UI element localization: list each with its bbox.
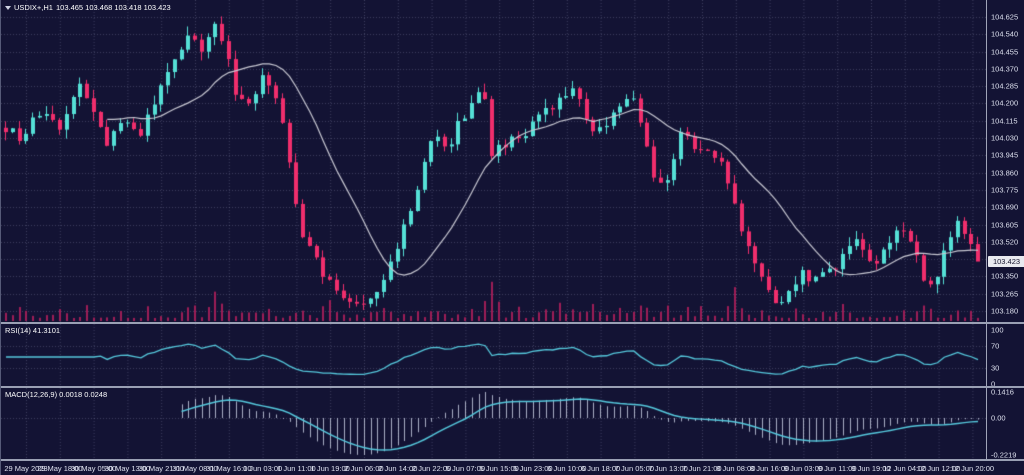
macd-panel: MACD(12,26,9) 0.0018 0.0248 [1, 388, 986, 459]
time-tick-label: 2 Jun 06:00 [344, 464, 384, 473]
price-tick-label: 103.860 [991, 168, 1019, 178]
time-tick-label: 8 Jun 16:00 [749, 464, 790, 473]
price-tick-label: 103.605 [991, 220, 1019, 230]
current-price-box: 103.423 [988, 256, 1024, 268]
price-tick-label: 103.945 [991, 150, 1019, 160]
time-tick-label: 12 Jun 04:00 [883, 464, 927, 473]
macd-tick-label: 0.1416 [991, 387, 1014, 397]
time-tick-label: 12 Jun 12:00 [916, 464, 961, 473]
time-tick-label: 9 Jun 11:00 [817, 464, 857, 473]
rsi-tick-label: 0 [991, 379, 996, 389]
rsi-header: RSI(14) 41.3101 [5, 326, 60, 335]
panel-separator[interactable] [1, 386, 1024, 388]
price-tick-label: 103.690 [991, 202, 1019, 212]
time-tick-label: 31 May 08:00 [172, 464, 218, 473]
price-tick-label: 104.115 [991, 116, 1018, 126]
price-tick-label: 103.775 [991, 185, 1019, 195]
time-tick-label: 9 Jun 19:00 [851, 464, 891, 473]
time-tick-label: 12 Jun 20:00 [950, 464, 995, 473]
time-tick-label: 1 Jun 03:00 [242, 464, 283, 473]
price-tick-label: 104.455 [991, 47, 1019, 57]
time-tick-label: 5 Jun 15:00 [479, 464, 519, 473]
main-chart-panel: USDIX+,H1 103.465 103.468 103.418 103.42… [1, 0, 986, 322]
time-tick-label: 7 Jun 13:00 [648, 464, 688, 473]
time-tick-label: 30 May 13:00 [104, 464, 151, 473]
time-tick-label: 5 Jun 07:00 [445, 464, 485, 473]
symbol-marker-icon [5, 5, 11, 10]
time-tick-label: 7 Jun 21:00 [682, 464, 722, 473]
rsi-label: RSI(14) 41.3101 [5, 326, 61, 335]
time-axis[interactable]: 29 May 2023 29 May 18:00 30 May 05:00 30 Ma… [1, 461, 1024, 475]
price-tick-label: 103.180 [991, 306, 1019, 316]
macd-tick-label: 0.00 [991, 413, 1006, 423]
time-tick-label: 1 Jun 11:00 [277, 464, 316, 473]
time-tick-label: 8 Jun 08:00 [716, 464, 756, 473]
time-tick-label: 31 May 16:00 [206, 464, 252, 473]
symbol-timeframe-label: USDIX+,H1 [14, 3, 53, 12]
price-tick-label: 103.265 [991, 289, 1019, 299]
time-tick-label: 29 May 18:00 [37, 464, 83, 473]
time-tick-label: 7 Jun 05:00 [614, 464, 654, 473]
rsi-panel: RSI(14) 41.3101 [1, 324, 986, 386]
time-tick-label: 2 Jun 14:00 [378, 464, 418, 473]
time-tick-label: 30 May 21:00 [138, 464, 184, 473]
macd-header: MACD(12,26,9) 0.0018 0.0248 [5, 390, 107, 399]
time-tick-label: 6 Jun 18:00 [580, 464, 621, 473]
price-tick-label: 104.285 [991, 81, 1019, 91]
chart-header: USDIX+,H1 103.465 103.468 103.418 103.42… [5, 3, 171, 12]
rsi-tick-label: 70 [991, 341, 1000, 351]
macd-label: MACD(12,26,9) 0.0018 0.0248 [5, 390, 108, 399]
time-tick-label: 6 Jun 10:00 [547, 464, 587, 473]
time-tick-label: 29 May 2023 [4, 464, 48, 473]
time-tick-label: 5 Jun 23:00 [513, 464, 553, 473]
price-axis[interactable]: 103.423 104.625 104.540 104.455 104.370 104.… [986, 0, 1024, 461]
price-tick-label: 104.030 [991, 133, 1019, 143]
time-tick-label: 1 Jun 19:00 [310, 464, 350, 473]
ohlc-values-label: 103.465 103.468 103.418 103.423 [55, 3, 171, 12]
macd-tick-label: -0.2219 [991, 450, 1017, 460]
rsi-tick-label: 30 [991, 363, 1000, 373]
rsi-chart-canvas[interactable] [1, 324, 986, 386]
price-chart-canvas[interactable] [1, 0, 986, 322]
price-tick-label: 103.350 [991, 271, 1019, 281]
panel-separator[interactable] [1, 322, 1024, 324]
panel-separator[interactable] [1, 459, 1024, 461]
time-tick-label: 9 Jun 03:00 [783, 464, 823, 473]
price-tick-label: 103.520 [991, 237, 1019, 247]
time-tick-label: 30 May 05:00 [70, 464, 117, 473]
rsi-tick-label: 100 [991, 325, 1004, 335]
price-tick-label: 104.625 [991, 12, 1019, 22]
price-tick-label: 104.200 [991, 98, 1019, 108]
macd-chart-canvas[interactable] [1, 388, 986, 459]
price-tick-label: 104.540 [991, 29, 1019, 39]
price-tick-label: 104.370 [991, 64, 1019, 74]
time-tick-label: 2 Jun 22:00 [411, 464, 452, 473]
